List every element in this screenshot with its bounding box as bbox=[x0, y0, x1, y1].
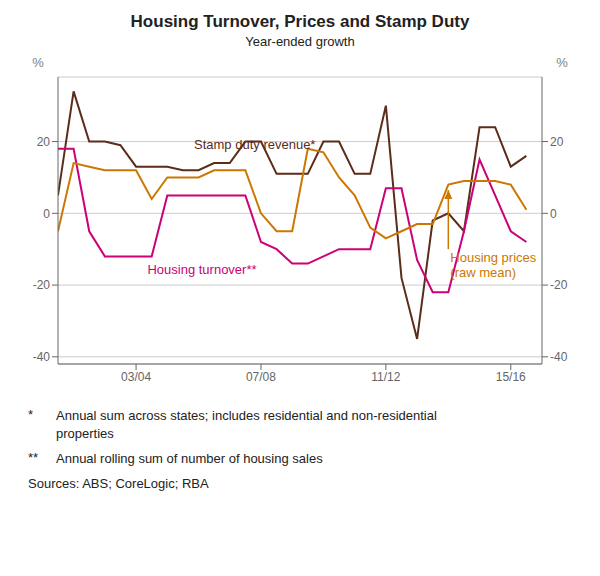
svg-text:%: % bbox=[32, 55, 44, 70]
svg-text:07/08: 07/08 bbox=[246, 370, 276, 384]
html-text:Annual sum across states; incl: Annual sum across states; includes resid… bbox=[56, 408, 437, 441]
svg-text:%: % bbox=[556, 55, 568, 70]
svg-text:03/04: 03/04 bbox=[121, 370, 151, 384]
svg-text:-20: -20 bbox=[33, 278, 51, 292]
html-text:Annual rolling sum of number o: Annual rolling sum of number of housing … bbox=[56, 451, 323, 467]
html-text:Housing Turnover, Prices and S: Housing Turnover, Prices and Stamp Duty bbox=[130, 12, 470, 31]
svg-text:15/16: 15/16 bbox=[496, 370, 526, 384]
svg-text:-20: -20 bbox=[550, 278, 568, 292]
svg-text:Housing turnover**: Housing turnover** bbox=[147, 262, 256, 277]
svg-text:Stamp duty revenue*: Stamp duty revenue* bbox=[194, 137, 315, 152]
svg-text:0: 0 bbox=[43, 207, 50, 221]
svg-text:20: 20 bbox=[550, 135, 564, 149]
svg-text:Housing prices(raw mean): Housing prices(raw mean) bbox=[450, 250, 536, 280]
html-text:Year-ended growth: Year-ended growth bbox=[245, 34, 355, 49]
svg-text:0: 0 bbox=[550, 207, 557, 221]
svg-text:-40: -40 bbox=[550, 350, 568, 364]
svg-text:20: 20 bbox=[37, 135, 51, 149]
html-text:Sources: ABS; CoreLogic; RBA: Sources: ABS; CoreLogic; RBA bbox=[28, 475, 209, 491]
svg-text:11/12: 11/12 bbox=[371, 370, 400, 384]
svg-text:-40: -40 bbox=[33, 350, 51, 364]
